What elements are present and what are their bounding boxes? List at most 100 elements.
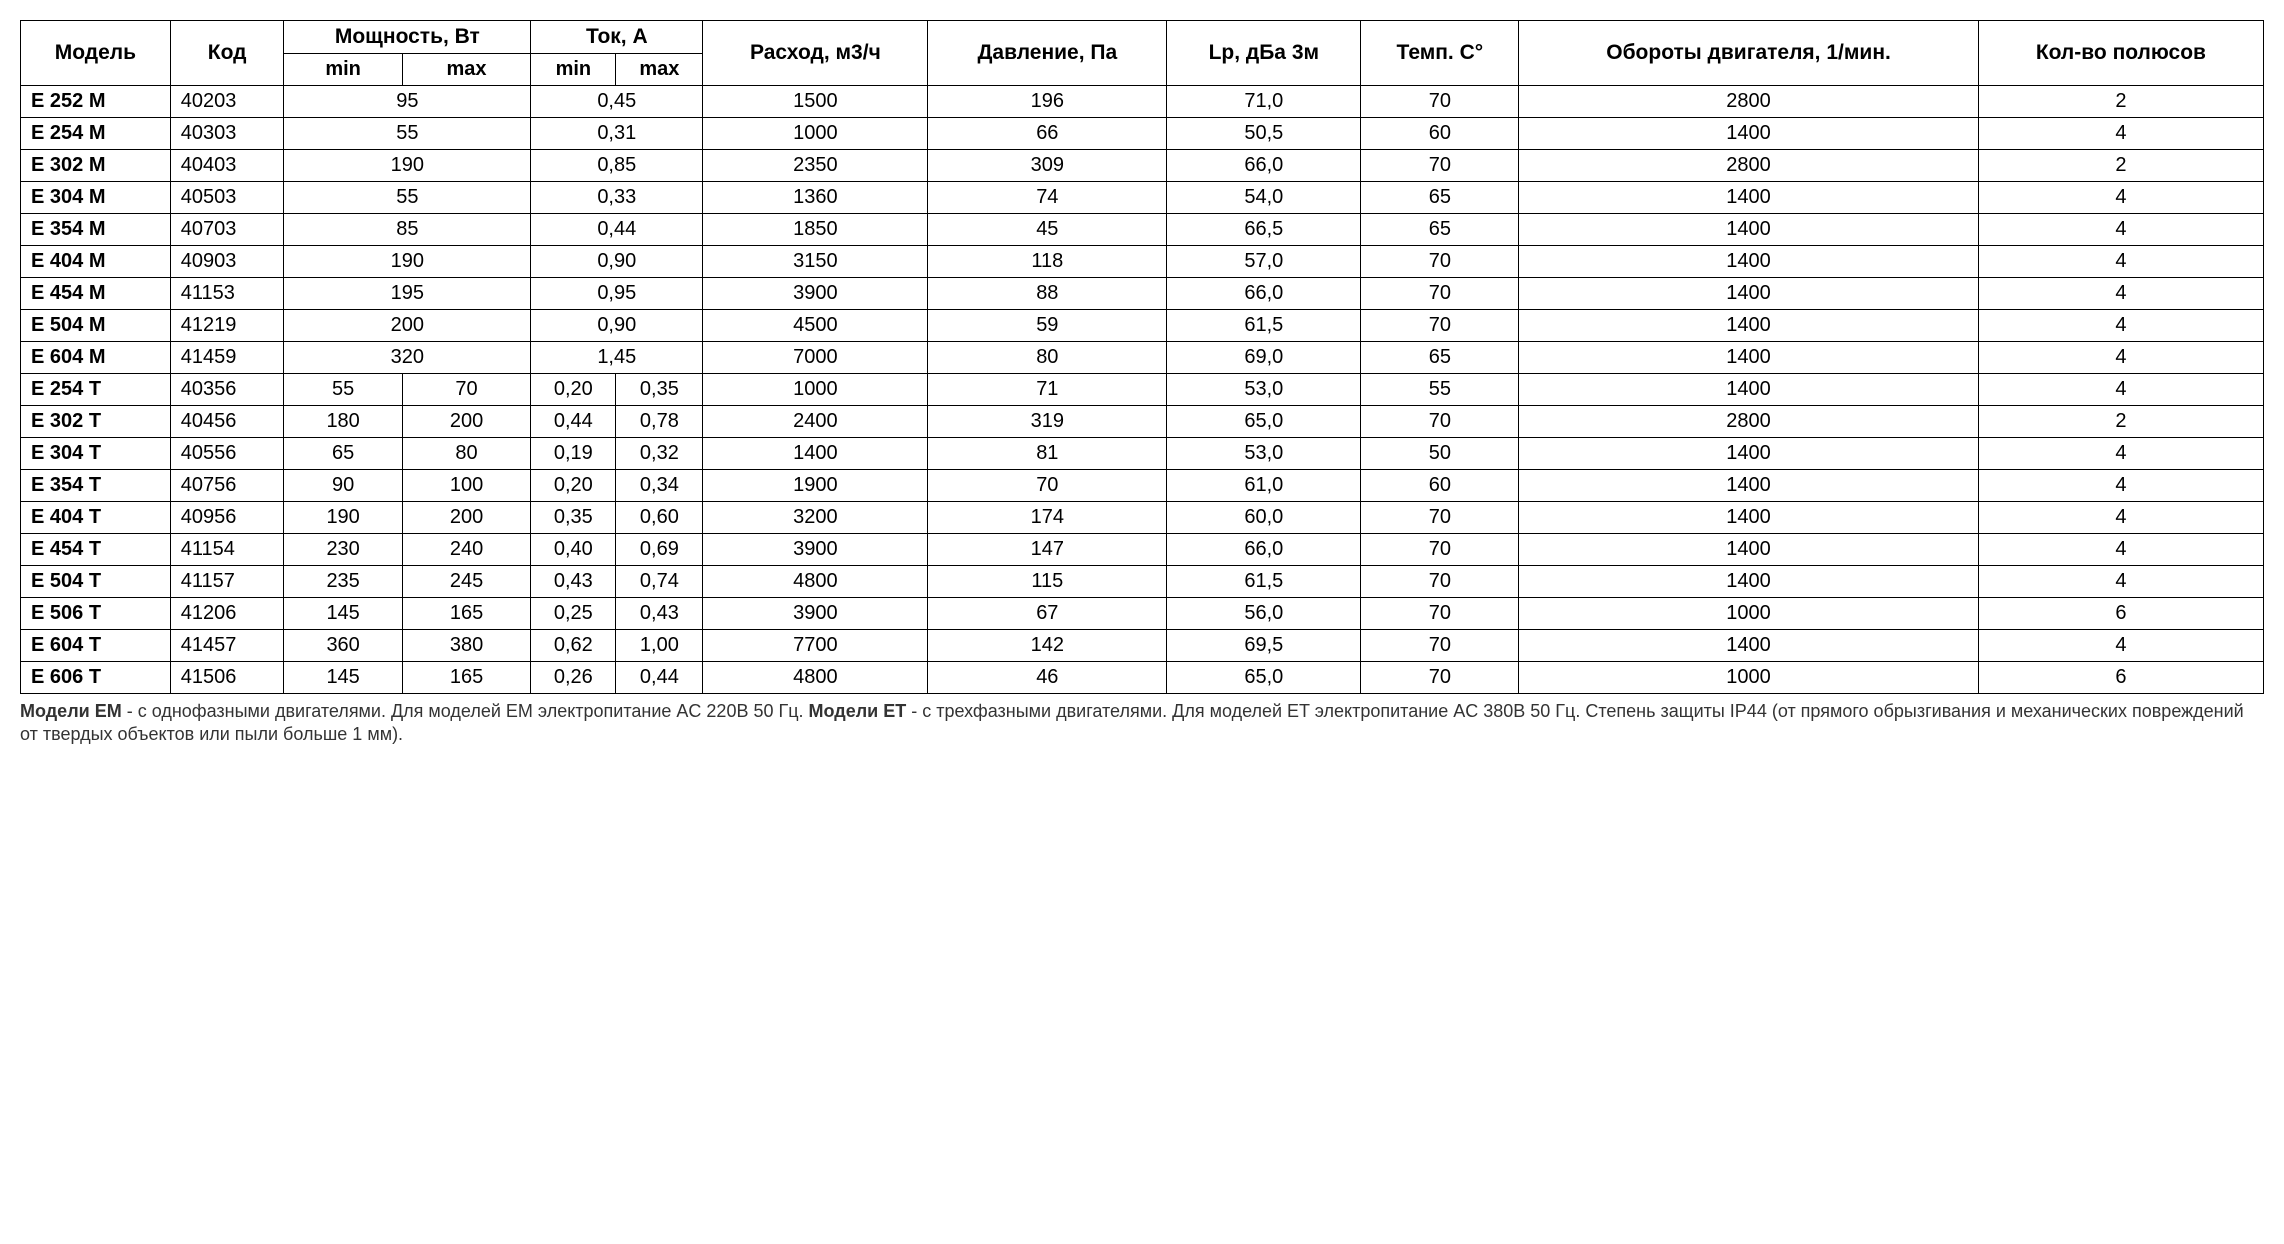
cell-pressure: 309 [928,150,1167,182]
cell-temp: 70 [1361,86,1519,118]
cell-flow: 3900 [703,534,928,566]
cell-current-min: 0,44 [531,406,616,438]
table-row: E 304 M40503550,3313607454,06514004 [21,182,2264,214]
header-power-min: min [284,54,402,86]
header-power-max: max [402,54,530,86]
cell-lp: 66,0 [1167,278,1361,310]
cell-current-max: 0,43 [616,598,703,630]
cell-power-max: 70 [402,374,530,406]
cell-rpm: 1400 [1519,182,1978,214]
cell-model: E 354 T [21,470,171,502]
header-flow: Расход, м3/ч [703,21,928,86]
table-row: E 354 T40756901000,200,3419007061,060140… [21,470,2264,502]
cell-code: 40503 [170,182,284,214]
cell-current-min: 0,40 [531,534,616,566]
cell-current-min: 0,20 [531,470,616,502]
cell-power-min: 230 [284,534,402,566]
cell-poles: 4 [1978,246,2263,278]
cell-code: 41459 [170,342,284,374]
cell-power-max: 165 [402,598,530,630]
cell-model: E 254 T [21,374,171,406]
cell-power: 190 [284,246,531,278]
table-row: E 604 T414573603800,621,00770014269,5701… [21,630,2264,662]
cell-code: 40203 [170,86,284,118]
cell-pressure: 196 [928,86,1167,118]
cell-poles: 4 [1978,374,2263,406]
cell-poles: 4 [1978,630,2263,662]
table-row: E 254 T4035655700,200,3510007153,0551400… [21,374,2264,406]
cell-pressure: 71 [928,374,1167,406]
cell-code: 40356 [170,374,284,406]
cell-power-min: 65 [284,438,402,470]
table-row: E 302 M404031900,85235030966,07028002 [21,150,2264,182]
cell-current: 1,45 [531,342,703,374]
cell-current: 0,44 [531,214,703,246]
cell-lp: 61,5 [1167,566,1361,598]
cell-pressure: 45 [928,214,1167,246]
table-row: E 304 T4055665800,190,3214008153,0501400… [21,438,2264,470]
cell-rpm: 1400 [1519,246,1978,278]
cell-code: 40903 [170,246,284,278]
cell-flow: 7700 [703,630,928,662]
cell-pressure: 70 [928,470,1167,502]
cell-model: E 304 T [21,438,171,470]
cell-temp: 70 [1361,502,1519,534]
cell-lp: 66,0 [1167,150,1361,182]
cell-flow: 4800 [703,566,928,598]
table-row: E 354 M40703850,4418504566,56514004 [21,214,2264,246]
cell-flow: 2350 [703,150,928,182]
cell-temp: 65 [1361,182,1519,214]
table-row: E 506 T412061451650,250,4339006756,07010… [21,598,2264,630]
cell-flow: 4500 [703,310,928,342]
cell-poles: 4 [1978,438,2263,470]
cell-poles: 4 [1978,342,2263,374]
header-rpm: Обороты двигателя, 1/мин. [1519,21,1978,86]
cell-flow: 1360 [703,182,928,214]
cell-current: 0,85 [531,150,703,182]
table-row: E 404 T409561902000,350,60320017460,0701… [21,502,2264,534]
table-row: E 252 M40203950,45150019671,07028002 [21,86,2264,118]
cell-current-max: 0,34 [616,470,703,502]
cell-lp: 66,0 [1167,534,1361,566]
cell-flow: 1000 [703,118,928,150]
cell-code: 41157 [170,566,284,598]
cell-current-min: 0,19 [531,438,616,470]
cell-power-max: 80 [402,438,530,470]
cell-lp: 56,0 [1167,598,1361,630]
cell-power-min: 55 [284,374,402,406]
cell-pressure: 74 [928,182,1167,214]
cell-flow: 4800 [703,662,928,694]
cell-pressure: 67 [928,598,1167,630]
cell-pressure: 142 [928,630,1167,662]
cell-current: 0,33 [531,182,703,214]
cell-lp: 66,5 [1167,214,1361,246]
cell-pressure: 147 [928,534,1167,566]
cell-current: 0,90 [531,246,703,278]
cell-model: E 254 M [21,118,171,150]
header-current: Ток, А [531,21,703,54]
cell-poles: 4 [1978,470,2263,502]
header-temp: Темп. C° [1361,21,1519,86]
cell-power-max: 100 [402,470,530,502]
header-power: Мощность, Вт [284,21,531,54]
cell-pressure: 174 [928,502,1167,534]
cell-model: E 604 T [21,630,171,662]
cell-poles: 6 [1978,662,2263,694]
cell-poles: 4 [1978,566,2263,598]
cell-code: 41457 [170,630,284,662]
header-poles: Кол-во полюсов [1978,21,2263,86]
cell-temp: 70 [1361,662,1519,694]
cell-current: 0,31 [531,118,703,150]
cell-model: E 506 T [21,598,171,630]
cell-power: 190 [284,150,531,182]
cell-pressure: 88 [928,278,1167,310]
footnote-text1: - с однофазными двигателями. Для моделей… [122,701,809,721]
header-lp: Lp, дБа 3м [1167,21,1361,86]
cell-model: E 304 M [21,182,171,214]
cell-model: E 504 M [21,310,171,342]
cell-flow: 7000 [703,342,928,374]
cell-pressure: 81 [928,438,1167,470]
cell-flow: 3200 [703,502,928,534]
cell-power: 55 [284,118,531,150]
cell-model: E 302 M [21,150,171,182]
